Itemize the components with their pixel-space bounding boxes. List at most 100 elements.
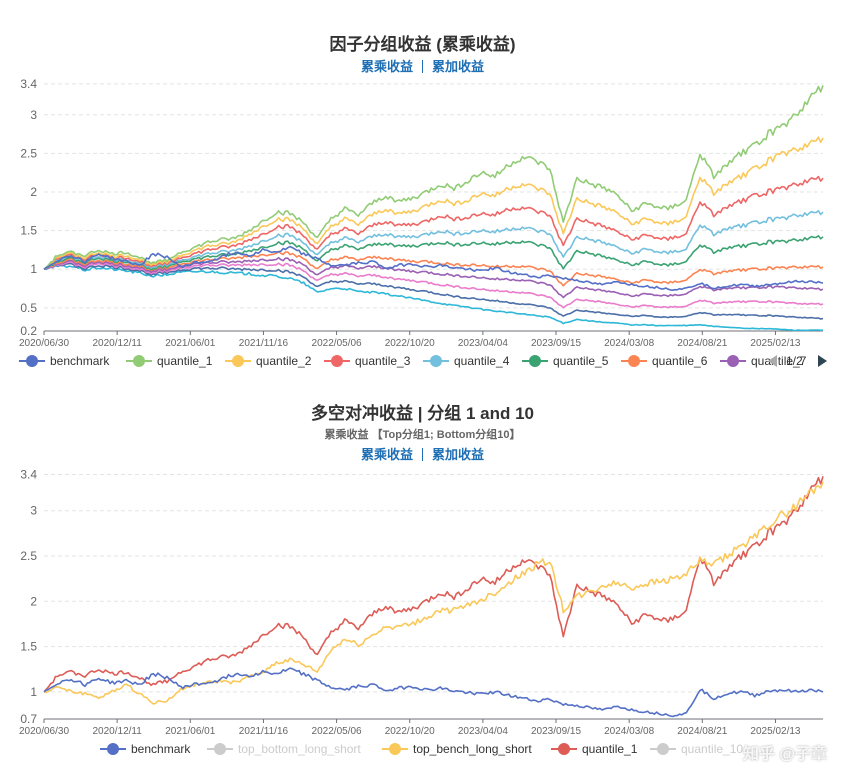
chart1-plot: 0.2 0.5 1 1.5 2 2.5 3 3.4 2020/06/30 2020/12/11 20…	[19, 77, 827, 368]
series-line-benchmark	[43, 667, 824, 718]
legend-swatch-marker	[107, 743, 119, 755]
legend-swatch-marker	[657, 743, 669, 755]
legend-item-top_bench_long_short[interactable]: top_bench_long_short	[382, 742, 532, 756]
legend-swatch-marker	[232, 355, 244, 367]
x-tick-label: 2022/05/06	[312, 338, 362, 349]
x-tick-label: 2025/02/13	[750, 726, 800, 737]
y-tick-label: 2	[30, 594, 37, 608]
legend-swatch-marker	[529, 355, 541, 367]
legend-item-quantile_7[interactable]: quantile_7	[720, 354, 807, 368]
x-tick-label: 2020/06/30	[19, 726, 69, 737]
series-line-quantile_2	[43, 136, 824, 270]
series-line-quantile_10	[43, 263, 824, 332]
x-tick-label: 2021/06/01	[165, 726, 215, 737]
y-tick-label: 2	[30, 185, 37, 199]
x-tick-label: 2020/12/11	[92, 338, 142, 349]
legend-item-quantile_1[interactable]: quantile_1	[126, 354, 213, 368]
y-tick-label: 1.5	[20, 224, 37, 238]
legend-item-benchmark[interactable]: benchmark	[100, 742, 191, 756]
x-tick-label: 2024/03/08	[604, 338, 654, 349]
x-tick-label: 2020/06/30	[19, 338, 69, 349]
series-line-quantile_3	[43, 175, 824, 270]
legend-swatch-marker	[331, 355, 343, 367]
y-tick-label: 1	[30, 262, 37, 276]
series-line-quantile_9	[43, 262, 824, 320]
group-returns-panel: 因子分组收益 (累乘收益) 累乘收益 累加收益 0.2 0.5 1 1.5 2 2.5 3 3.…	[0, 0, 845, 385]
y-tick-label: 0.5	[20, 301, 37, 315]
chart2-title: 多空对冲收益 | 分组 1 and 10	[311, 404, 534, 423]
legend-label: top_bench_long_short	[413, 742, 532, 756]
legend-item-quantile_1[interactable]: quantile_1	[551, 742, 638, 756]
legend-next-arrow-icon[interactable]	[818, 355, 827, 367]
legend-item-quantile_5[interactable]: quantile_5	[522, 354, 609, 368]
x-tick-label: 2022/05/06	[312, 726, 362, 737]
legend-swatch-marker	[26, 355, 38, 367]
mode-cumprod-link[interactable]: 累乘收益	[360, 447, 413, 462]
x-tick-label: 2021/06/01	[165, 338, 215, 349]
series-line-top_bench_long_short	[43, 481, 824, 705]
legend-item-quantile_2[interactable]: quantile_2	[225, 354, 312, 368]
y-tick-label: 2.5	[20, 549, 37, 563]
x-tick-label: 2022/10/20	[385, 338, 435, 349]
legend-item-quantile_3[interactable]: quantile_3	[324, 354, 411, 368]
legend-item-top_bottom_long_short[interactable]: top_bottom_long_short	[207, 742, 361, 756]
x-tick-label: 2023/04/04	[458, 338, 508, 349]
legend-label: quantile_2	[256, 354, 312, 368]
legend-label: quantile_1	[582, 742, 638, 756]
legend-label: top_bottom_long_short	[238, 742, 361, 756]
x-tick-label: 2021/11/16	[239, 726, 289, 737]
series-line-quantile_7	[43, 256, 824, 299]
legend-label: quantile_1	[157, 354, 213, 368]
y-tick-label: 3.4	[20, 77, 37, 91]
mode-cumsum-link[interactable]: 累加收益	[432, 447, 485, 462]
x-tick-label: 2024/08/21	[677, 338, 727, 349]
x-tick-label: 2023/09/15	[531, 338, 581, 349]
legend-swatch-marker	[558, 743, 570, 755]
series-line-quantile_5	[43, 235, 824, 271]
legend-swatch-marker	[214, 743, 226, 755]
long-short-panel: 多空对冲收益 | 分组 1 and 10 累乘收益 【Top分组1; Botto…	[0, 385, 845, 774]
chart2-plot: 0.7 1 1.5 2 2.5 3 3.4 2020/06/30 2020/12/11 2021/…	[19, 468, 824, 756]
mode-separator	[422, 60, 423, 73]
legend-item-benchmark[interactable]: benchmark	[19, 354, 110, 368]
watermark: 知乎 @子章	[742, 746, 827, 763]
legend-label: benchmark	[131, 742, 191, 756]
legend-item-quantile_4[interactable]: quantile_4	[423, 354, 510, 368]
legend-label: quantile_3	[355, 354, 411, 368]
legend-label: benchmark	[50, 354, 110, 368]
x-tick-label: 2022/10/20	[385, 726, 435, 737]
chart2-mode-switch: 累乘收益 累加收益	[0, 444, 845, 463]
legend-item-quantile_6[interactable]: quantile_6	[621, 354, 708, 368]
y-tick-label: 1.5	[20, 640, 37, 654]
legend-label: quantile_7	[751, 354, 807, 368]
legend-label: quantile_4	[454, 354, 510, 368]
y-tick-label: 1	[30, 685, 37, 699]
legend-page-indicator: 1/2	[786, 354, 803, 368]
series-line-quantile_1	[43, 85, 824, 270]
legend-item-quantile_10[interactable]: quantile_10	[650, 742, 743, 756]
y-tick-label: 3	[30, 504, 37, 518]
legend-swatch-marker	[430, 355, 442, 367]
x-tick-label: 2023/09/15	[531, 726, 581, 737]
mode-cumsum-link[interactable]: 累加收益	[432, 59, 485, 74]
legend-label: quantile_6	[652, 354, 708, 368]
series-line-quantile_1	[43, 476, 824, 693]
chart1-mode-switch: 累乘收益 累加收益	[0, 56, 845, 75]
y-tick-label: 0.7	[20, 712, 37, 726]
x-tick-label: 2024/08/21	[677, 726, 727, 737]
legend-prev-arrow-icon[interactable]	[768, 355, 777, 367]
legend-pager: 1/2	[768, 354, 827, 368]
legend-swatch-marker	[628, 355, 640, 367]
y-tick-label: 3.4	[20, 468, 37, 482]
legend-swatch-marker	[389, 743, 401, 755]
mode-cumprod-link[interactable]: 累乘收益	[360, 59, 413, 74]
legend-label: quantile_10	[681, 742, 743, 756]
mode-separator	[422, 448, 423, 461]
series-line-quantile_8	[43, 261, 824, 309]
x-tick-label: 2025/02/13	[750, 338, 800, 349]
x-tick-label: 2024/03/08	[604, 726, 654, 737]
x-tick-label: 2023/04/04	[458, 726, 508, 737]
legend-swatch-marker	[133, 355, 145, 367]
series-line-benchmark	[43, 245, 824, 292]
x-tick-label: 2020/12/11	[92, 726, 142, 737]
